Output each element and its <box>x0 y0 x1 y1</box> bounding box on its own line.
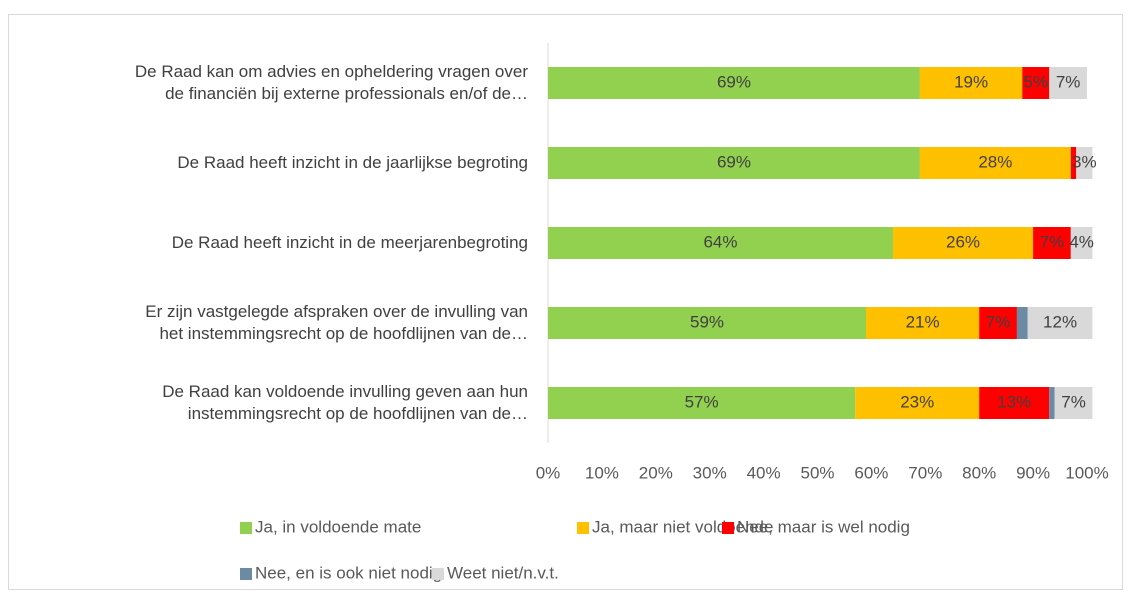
data-label: 7% <box>1061 392 1086 411</box>
data-label: 28% <box>978 152 1012 171</box>
data-label: 69% <box>717 152 751 171</box>
legend-label: Weet niet/n.v.t. <box>447 563 559 582</box>
data-label: 26% <box>946 232 980 251</box>
x-tick-label: 20% <box>639 463 673 482</box>
legend-label: Ja, in voldoende mate <box>255 517 421 536</box>
x-tick-label: 70% <box>908 463 942 482</box>
bar-segment <box>548 147 920 179</box>
bar-segment <box>1016 307 1028 339</box>
category-label: De Raad heeft inzicht in de jaarlijkse b… <box>177 153 528 172</box>
data-label: 12% <box>1043 312 1077 331</box>
x-tick-label: 90% <box>1016 463 1050 482</box>
bar-segment <box>855 387 980 419</box>
x-tick-label: 100% <box>1065 463 1108 482</box>
data-label: 57% <box>685 392 719 411</box>
legend-label: Nee, en is ook niet nodig <box>255 563 442 582</box>
x-tick-label: 50% <box>800 463 834 482</box>
bar-segment <box>1022 67 1050 99</box>
x-tick-label: 10% <box>585 463 619 482</box>
bar-segment <box>1070 227 1093 259</box>
data-label: 59% <box>690 312 724 331</box>
bar-segment <box>1049 387 1055 419</box>
data-label: 69% <box>717 72 751 91</box>
x-tick-label: 30% <box>693 463 727 482</box>
legend-swatch <box>240 568 252 580</box>
legend-swatch <box>577 522 589 534</box>
category-label: De Raad heeft inzicht in de meerjarenbeg… <box>171 233 528 252</box>
bar-segment <box>548 67 920 99</box>
data-label: 4% <box>1069 232 1094 251</box>
data-label: 23% <box>900 392 934 411</box>
legend-label: Nee, maar is wel nodig <box>737 517 910 536</box>
legend-swatch <box>240 522 252 534</box>
data-label: 13% <box>997 392 1031 411</box>
bar-segment <box>1076 147 1093 179</box>
chart-frame <box>8 14 1123 590</box>
category-label: De Raad kan voldoende invulling geven aa… <box>162 382 528 423</box>
data-label: 21% <box>906 312 940 331</box>
bar-segment <box>1033 227 1071 259</box>
bar-segment <box>892 227 1034 259</box>
bar-segment <box>548 227 893 259</box>
legend-swatch <box>432 568 444 580</box>
bar-segment <box>1049 67 1087 99</box>
data-label: 19% <box>954 72 988 91</box>
data-label: 7% <box>1040 232 1065 251</box>
x-tick-label: 60% <box>854 463 888 482</box>
bar-segment <box>919 147 1071 179</box>
data-label: 5% <box>1024 72 1049 91</box>
category-label: Er zijn vastgelegde afspraken over de in… <box>145 302 528 343</box>
data-label: 64% <box>703 232 737 251</box>
x-tick-label: 40% <box>747 463 781 482</box>
bar-segment <box>1027 307 1093 339</box>
bar-segment <box>979 387 1050 419</box>
bar-segment <box>548 387 856 419</box>
bar-segment <box>1070 147 1077 179</box>
data-label: 7% <box>986 312 1011 331</box>
legend-swatch <box>722 522 734 534</box>
data-label: 3% <box>1072 152 1097 171</box>
bar-segment <box>919 67 1023 99</box>
x-tick-label: 80% <box>962 463 996 482</box>
bar-segment <box>1054 387 1093 419</box>
data-label: 7% <box>1056 72 1081 91</box>
bar-segment <box>979 307 1017 339</box>
x-tick-label: 0% <box>536 463 561 482</box>
category-label: De Raad kan om advies en opheldering vra… <box>134 62 528 103</box>
bar-segment <box>866 307 980 339</box>
bar-segment <box>548 307 867 339</box>
